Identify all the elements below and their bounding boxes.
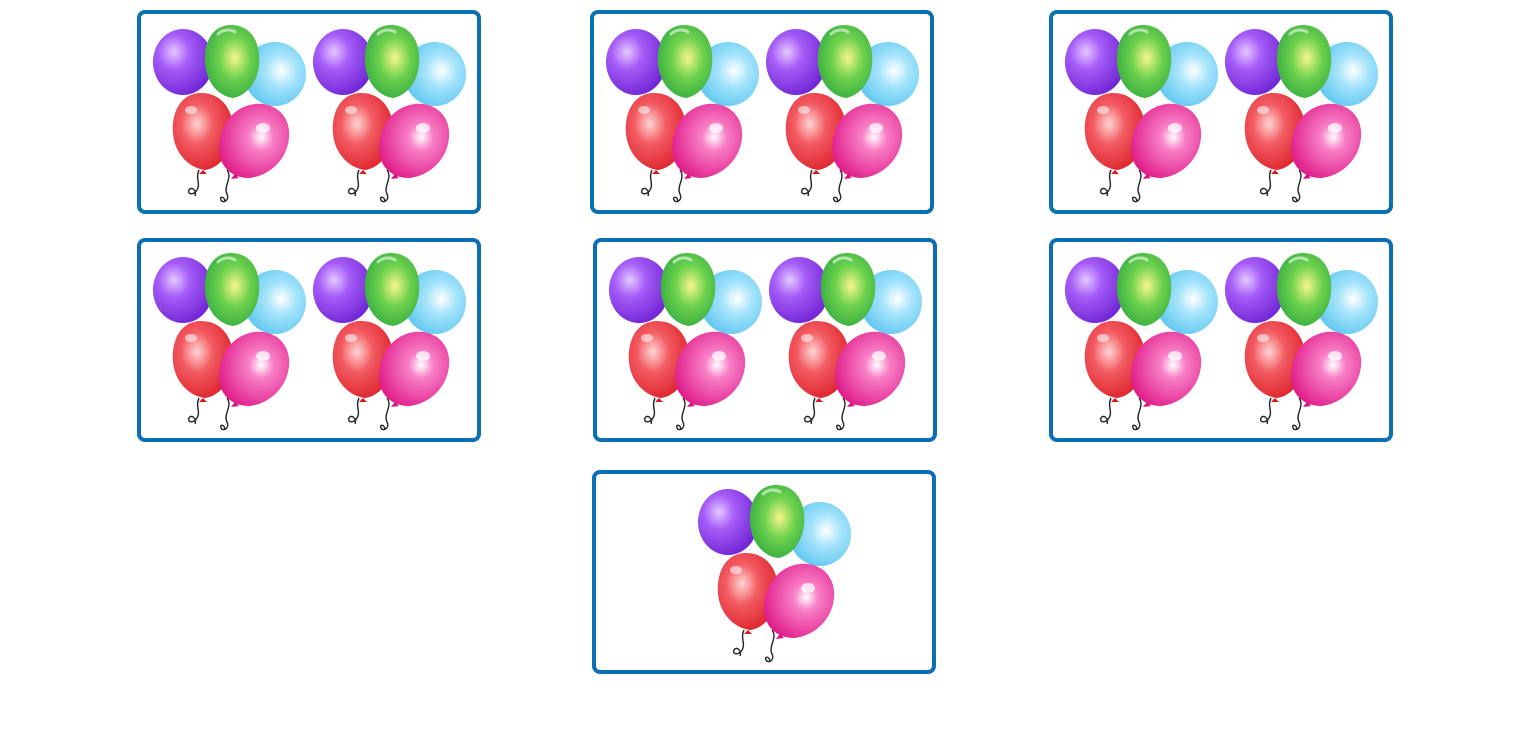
balloon-bunch xyxy=(1063,23,1220,204)
balloon-bunch xyxy=(607,251,764,432)
balloon-bunch xyxy=(764,23,921,204)
balloons-image xyxy=(151,23,468,204)
balloon-card[interactable] xyxy=(593,238,937,442)
balloons-image xyxy=(607,251,924,432)
balloon-bunch xyxy=(767,251,924,432)
balloons-image xyxy=(696,483,853,664)
balloons-image xyxy=(1063,23,1380,204)
balloon-card[interactable] xyxy=(1049,10,1393,214)
balloon-bunch xyxy=(696,483,853,664)
balloon-bunch xyxy=(311,251,468,432)
balloon-bunch xyxy=(1063,251,1220,432)
balloon-bunch xyxy=(151,23,308,204)
balloon-bunch xyxy=(1223,251,1380,432)
balloons-image xyxy=(1063,251,1380,432)
balloon-card[interactable] xyxy=(137,238,481,442)
balloon-card[interactable] xyxy=(1049,238,1393,442)
balloon-card[interactable] xyxy=(137,10,481,214)
balloon-card[interactable] xyxy=(592,470,936,674)
balloon-bunch xyxy=(311,23,468,204)
balloon-bunch xyxy=(151,251,308,432)
balloon-bunch xyxy=(1223,23,1380,204)
balloon-card[interactable] xyxy=(590,10,934,214)
balloons-image xyxy=(604,23,921,204)
balloon-bunch xyxy=(604,23,761,204)
balloons-image xyxy=(151,251,468,432)
